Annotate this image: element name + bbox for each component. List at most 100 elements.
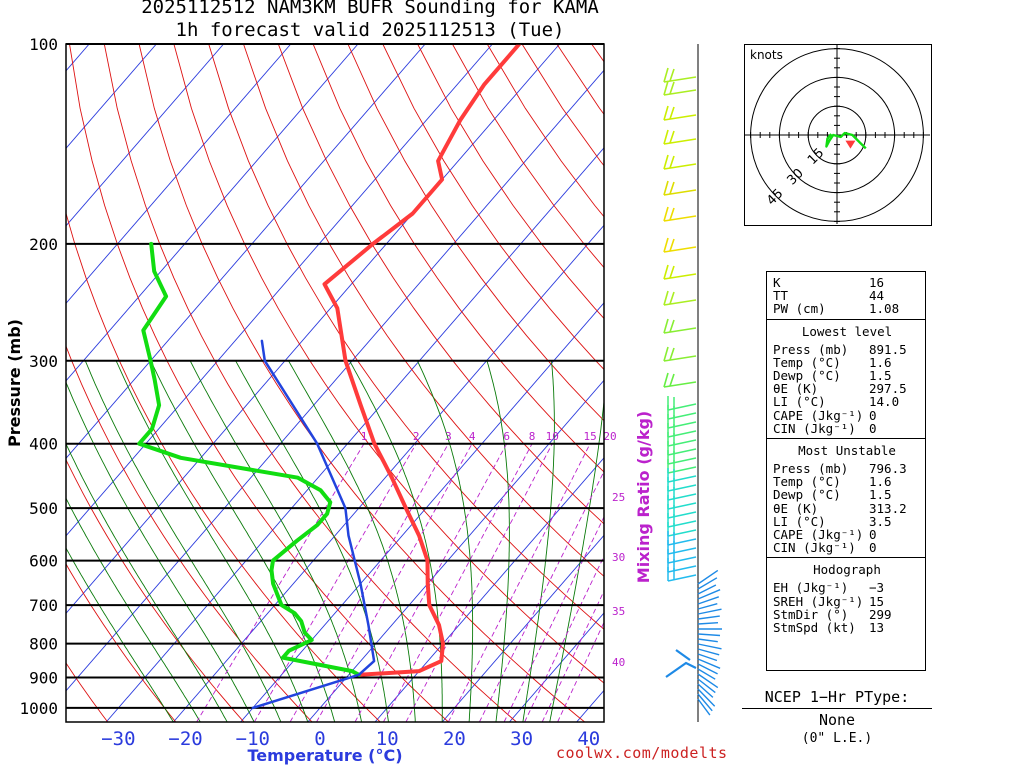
wind-barb (697, 596, 720, 605)
wind-barb (663, 129, 697, 145)
mixing-ratio-line (196, 443, 365, 722)
hodo-row: StmSpd (kt) 13 (773, 621, 921, 634)
wind-barb (697, 633, 721, 637)
index-label: TT (773, 288, 789, 304)
isotherm-line (173, 224, 604, 722)
unstable-row: Press (mb) 796.3 (773, 462, 921, 475)
indices-summary: K 16 TT 44 PW (cm) 1.08 (767, 272, 925, 320)
dry-adiabat-line (277, 44, 604, 525)
hodograph-trace (825, 131, 867, 150)
wind-barb (697, 638, 718, 643)
wind-barb (663, 80, 697, 96)
indices-most-unstable: Most Unstable Press (mb) 796.3 Temp (°C) 1.… (767, 439, 925, 559)
moist-adiabat-line (66, 381, 255, 722)
wind-barb (663, 180, 697, 196)
temperature-profile (322, 44, 522, 677)
dry-adiabat-line (486, 44, 604, 218)
y-tick-label: 100 (29, 35, 58, 54)
parcel-profile (251, 339, 376, 710)
section-header: Hodograph (813, 562, 881, 578)
moist-adiabat-line (66, 442, 228, 722)
dry-adiabat-line (626, 44, 740, 722)
wind-barb (663, 237, 697, 253)
isotherm-line (66, 44, 426, 460)
index-value: 1.6 (869, 354, 892, 370)
unstable-row: LI (°C) 3.5 (773, 515, 921, 528)
index-value: 1.08 (869, 301, 900, 317)
dry-adiabat-line (556, 44, 604, 116)
mixing-ratio-line (524, 555, 604, 722)
index-label: Dewp (°C) (773, 487, 841, 503)
lowest-row: CAPE (Jkg⁻¹) 0 (773, 407, 921, 423)
dry-adiabat-line (696, 44, 740, 722)
dry-adiabat-line (66, 458, 245, 722)
lowest-row: LI (°C) 14.0 (773, 395, 921, 408)
mixing-ratio-label: 20 (603, 430, 616, 443)
dry-adiabat-line (66, 563, 177, 722)
hodograph-ring-label: 30 (784, 166, 806, 188)
mixing-ratio-line (289, 443, 449, 722)
moist-adiabat-line (189, 360, 363, 722)
wind-barb (697, 673, 719, 689)
x-tick-label: −30 (101, 728, 135, 750)
isotherm-line (105, 147, 604, 722)
dry-adiabat-line (66, 344, 313, 722)
dry-adiabat-line (661, 44, 740, 722)
storm-motion-marker (845, 140, 856, 149)
indices-hodograph: Hodograph EH (Jkg⁻¹) −3 SREH (Jkg⁻¹) 15 StmD… (767, 558, 925, 637)
wind-barb (697, 653, 718, 662)
moist-adiabat-line (115, 360, 309, 722)
wind-barb (697, 663, 718, 675)
index-value: 891.5 (869, 341, 907, 357)
index-label: CAPE (Jkg⁻¹) (773, 407, 864, 423)
mixing-ratio-label: 8 (529, 430, 536, 443)
wind-barb (663, 346, 697, 362)
isotherm-line (374, 457, 604, 722)
index-label: Press (mb) (773, 341, 849, 357)
index-value: 299 (869, 606, 892, 622)
wind-barb (663, 154, 697, 170)
dry-adiabat-line (66, 662, 109, 722)
mixing-ratio-axis-label: Mixing Ratio (g/kg) (634, 411, 653, 583)
index-label: LI (°C) (773, 394, 826, 410)
mixing-ratio-label: 30 (612, 551, 625, 564)
unstable-row: θE (K) 313.2 (773, 501, 921, 514)
index-value: 1.5 (869, 368, 892, 384)
summary-row: PW (cm) 1.08 (773, 302, 921, 315)
dry-adiabat-line (417, 44, 604, 320)
index-value: 796.3 (869, 461, 907, 477)
ptype-value: None (818, 711, 856, 729)
index-label: CIN (Jkg⁻¹) (773, 420, 856, 436)
index-label: LI (°C) (773, 513, 826, 529)
ptype-panel: NCEP 1−Hr PType: None (0" L.E.) (742, 688, 932, 746)
hodo-row: SREH (Jkg⁻¹) 15 (773, 594, 921, 607)
y-tick-label: 300 (29, 352, 58, 371)
wind-barb (697, 615, 720, 620)
moist-adiabat-line (549, 397, 604, 722)
x-tick-label: 30 (510, 728, 533, 750)
moist-adiabat-line (66, 497, 201, 722)
y-tick-label: 400 (29, 435, 58, 454)
mixing-ratio-label: 3 (445, 430, 452, 443)
y-tick-label: 1000 (19, 699, 58, 718)
moist-adiabat-line (486, 360, 510, 722)
mixing-ratio-line (557, 621, 604, 722)
y-tick-label: 900 (29, 669, 58, 688)
index-value: −3 (869, 580, 885, 596)
moist-adiabat-line (416, 360, 474, 722)
moist-adiabat-line (84, 360, 282, 722)
isotherm-line (66, 44, 493, 537)
wind-barb (663, 290, 697, 306)
hodograph-units-label: knots (750, 48, 783, 62)
y-tick-label: 500 (29, 499, 58, 518)
ptype-amount: (0" L.E.) (801, 731, 873, 746)
x-tick-label: 0 (314, 728, 325, 750)
unstable-row: CIN (Jkg⁻¹) 0 (773, 541, 921, 554)
dry-adiabat-line (243, 44, 604, 577)
summary-row: TT 44 (773, 289, 921, 302)
moist-adiabat-line (150, 360, 336, 722)
index-label: Temp (°C) (773, 474, 841, 490)
isotherm-line (509, 612, 604, 722)
wind-barb (663, 67, 697, 83)
credit-link[interactable]: coolwx.com/modelts (556, 744, 728, 762)
